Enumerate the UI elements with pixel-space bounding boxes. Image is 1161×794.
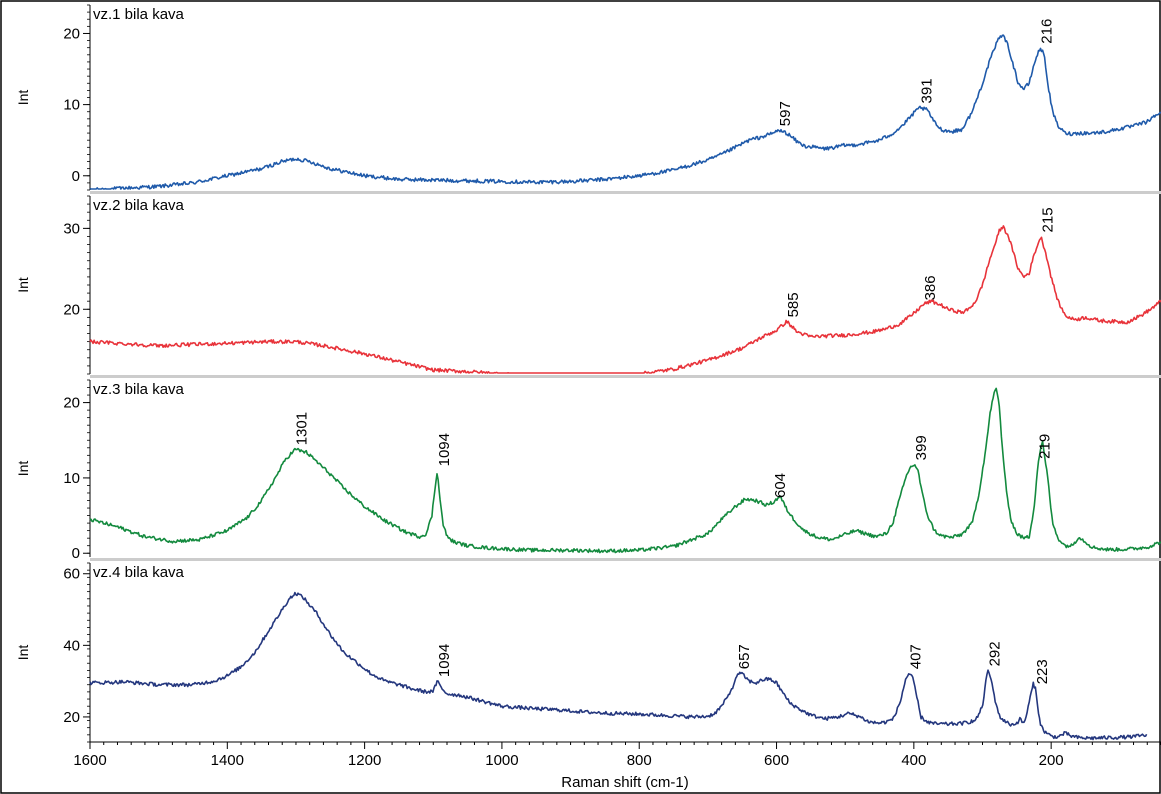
- peak-label: 215: [1039, 207, 1056, 232]
- panel-separator: [90, 191, 1161, 194]
- y-tick-label: 0: [72, 168, 80, 185]
- y-tick-label: 20: [63, 709, 80, 726]
- peak-label: 216: [1039, 19, 1056, 44]
- y-tick-label: 60: [63, 566, 80, 583]
- peak-label: 657: [736, 644, 753, 669]
- x-axis: 1600 1400 1200 1000 800 600 400 200: [73, 741, 1161, 769]
- panels-layer: 0 10 20 Int vz.1 bila kava 597 391 216 20 30 Int vz…: [15, 4, 1161, 743]
- peak-label: 1094: [436, 644, 453, 677]
- peak-label: 585: [785, 292, 802, 317]
- peak-label: 391: [918, 78, 935, 103]
- spectrum-line: [89, 591, 1148, 741]
- y-axis-label: Int: [15, 645, 31, 661]
- panel-1: 0 10 20 Int vz.1 bila kava 597 391 216: [15, 4, 1161, 194]
- x-tick-label: 800: [627, 752, 652, 769]
- peak-label: 386: [922, 275, 939, 300]
- peak-label: 604: [772, 473, 789, 498]
- x-tick-label: 1400: [211, 752, 244, 769]
- peak-label: 219: [1037, 434, 1054, 459]
- peak-label: 1301: [294, 412, 311, 445]
- panel-separator: [90, 375, 1161, 378]
- panel-3: 0 10 20 Int vz.3 bila kava 1301 1094 604 399 219: [15, 379, 1161, 562]
- panel-4: 20 40 60 Int vz.4 bila kava 1094 657 407 292 223: [15, 562, 1148, 743]
- y-tick-label: 0: [72, 545, 80, 562]
- spectrum-line: [89, 387, 1161, 554]
- y-tick-label: 10: [63, 97, 80, 114]
- x-tick-label: 200: [1039, 752, 1064, 769]
- x-axis-label: Raman shift (cm-1): [561, 774, 689, 791]
- peak-label: 597: [777, 101, 794, 126]
- y-tick-label: 20: [63, 395, 80, 412]
- panel-2: 20 30 Int vz.2 bila kava 585 386 215: [15, 195, 1161, 378]
- x-tick-label: 600: [764, 752, 789, 769]
- panel-title: vz.3 bila kava: [93, 381, 185, 398]
- panel-title: vz.1 bila kava: [93, 6, 185, 23]
- peak-label: 407: [907, 644, 924, 669]
- y-tick-label: 20: [63, 25, 80, 42]
- y-axis-label: Int: [15, 461, 31, 477]
- y-tick-label: 20: [63, 301, 80, 318]
- y-axis-label: Int: [15, 90, 31, 106]
- peak-label: 399: [913, 435, 930, 460]
- panel-title: vz.4 bila kava: [93, 564, 185, 581]
- y-tick-label: 10: [63, 470, 80, 487]
- peak-label: 1094: [436, 433, 453, 466]
- x-tick-label: 1200: [348, 752, 381, 769]
- y-axis-label: Int: [15, 277, 31, 293]
- x-tick-label: 400: [901, 752, 926, 769]
- panel-title: vz.2 bila kava: [93, 197, 185, 214]
- x-tick-label: 1000: [485, 752, 518, 769]
- peak-label: 292: [986, 641, 1003, 666]
- panel-separator: [90, 558, 1161, 561]
- spectrum-line: [89, 34, 1161, 190]
- y-tick-label: 40: [63, 637, 80, 654]
- y-tick-label: 30: [63, 220, 80, 237]
- peak-label: 223: [1034, 659, 1051, 684]
- spectrum-line: [89, 225, 1161, 374]
- x-tick-label: 1600: [73, 752, 106, 769]
